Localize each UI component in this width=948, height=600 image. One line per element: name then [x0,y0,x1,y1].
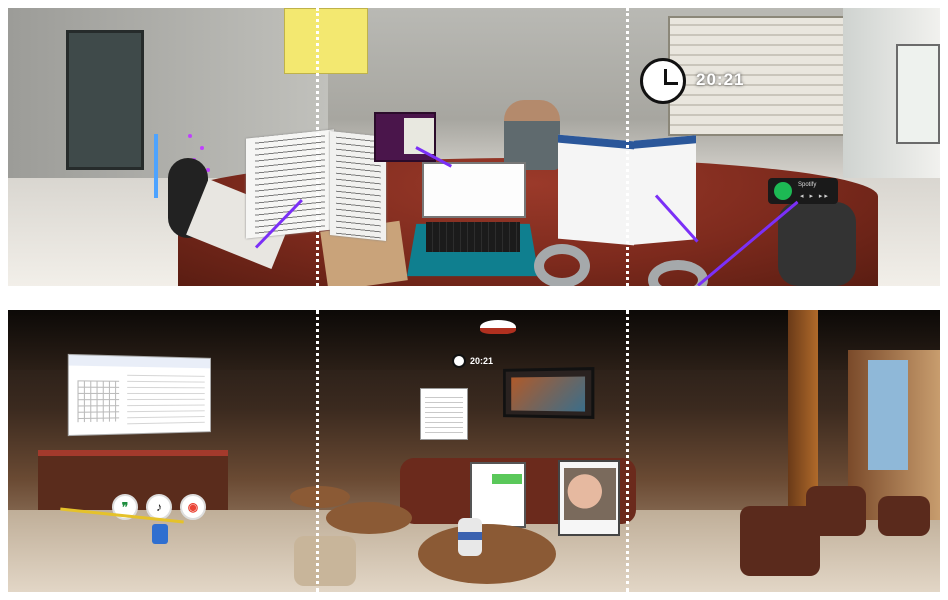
cafe-table [326,502,412,534]
video-window[interactable] [503,367,595,419]
laptop-keyboard[interactable] [426,222,520,252]
top-view-panel: Spotify ◂ ▸ ▸▸ 20:21 [8,8,940,286]
window-blinds [668,16,848,136]
calendar-day-grid[interactable] [127,374,205,428]
floating-stand [154,134,158,198]
headphones [648,260,708,286]
spotify-title: Spotify [798,182,817,188]
headset-on-chair [778,202,856,286]
clock-time: 20:21 [696,70,745,89]
whiteboard [896,44,940,144]
notification-window[interactable] [420,388,468,440]
view-divider [626,310,629,592]
view-divider [316,8,319,286]
chat-window[interactable] [470,462,526,528]
google-maps-icon[interactable]: ◉ [180,494,206,520]
sticky-note-window[interactable] [284,8,368,74]
clock-time: 20:21 [470,356,494,366]
photo-window[interactable] [558,460,620,536]
headphones [534,244,590,286]
word-document-left[interactable] [558,134,634,246]
clock-icon [640,58,686,104]
armchair [806,486,866,536]
pendant-lamp [480,320,516,334]
cup [458,518,482,556]
cafe-table [290,486,350,508]
round-table [418,524,556,584]
laptop-screen[interactable] [422,162,526,218]
calendar-window[interactable] [67,353,211,437]
media-controls[interactable]: ◂ ▸ ▸▸ [800,193,830,200]
armchair [878,496,930,536]
floor-marker [152,524,168,544]
view-divider [316,310,319,592]
mini-month-grid[interactable] [77,380,120,423]
corridor-window [868,360,908,470]
video-content [511,376,586,412]
stool [294,536,356,586]
particle-dot [188,134,192,138]
particle-dot [206,168,210,172]
photo-content [564,468,616,520]
pdf-page-left[interactable] [246,129,334,239]
door [66,30,144,170]
chat-bubble [492,474,522,484]
clock-icon [452,354,466,368]
particle-dot [200,146,204,150]
bottom-view-panel: ❞ ♪ ◉ 20:21 [8,310,940,592]
calendar-header [68,355,211,369]
spotify-icon[interactable] [774,182,792,200]
person [504,100,560,170]
view-divider [626,8,629,286]
